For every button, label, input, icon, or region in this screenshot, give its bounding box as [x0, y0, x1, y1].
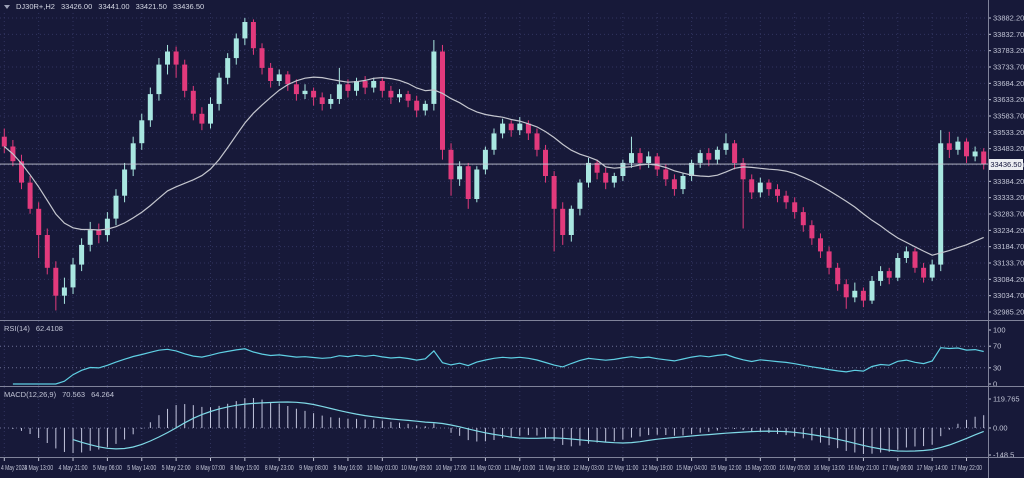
svg-text:33333.20: 33333.20: [993, 193, 1024, 202]
macd-signal-value: 64.264: [91, 390, 115, 399]
svg-text:10 May 17:00: 10 May 17:00: [436, 465, 467, 472]
svg-text:10 May 09:00: 10 May 09:00: [401, 465, 432, 472]
svg-text:70: 70: [993, 342, 1001, 351]
svg-text:4 May 21:00: 4 May 21:00: [59, 465, 88, 472]
symbol-timeframe: DJ30R+,H2: [16, 2, 55, 11]
svg-text:119.765: 119.765: [993, 395, 1020, 404]
current-price-tag: 33436.50: [989, 159, 1023, 170]
svg-text:33184.70: 33184.70: [993, 242, 1024, 251]
svg-text:10 May 01:00: 10 May 01:00: [367, 465, 398, 472]
svg-text:-148.5: -148.5: [993, 451, 1014, 460]
svg-text:11 May 10:00: 11 May 10:00: [504, 465, 535, 472]
svg-text:12 May 11:00: 12 May 11:00: [607, 465, 638, 472]
svg-text:100: 100: [993, 326, 1006, 335]
symbol-marker-icon[interactable]: [4, 4, 10, 9]
svg-text:33483.20: 33483.20: [993, 144, 1024, 153]
rsi-indicator-label: RSI(14) 62.4108: [4, 324, 63, 333]
macd-panel: 119.765 0.00 -148.5: [0, 395, 1020, 460]
svg-text:33684.20: 33684.20: [993, 79, 1024, 88]
svg-text:33783.20: 33783.20: [993, 46, 1024, 55]
ohlc-open: 33426.00: [60, 2, 93, 11]
svg-text:33133.70: 33133.70: [993, 259, 1024, 268]
price-axis[interactable]: 33882.20 33832.70 33783.20 33733.70 33684.20…: [993, 14, 1024, 317]
svg-text:4 May 13:00: 4 May 13:00: [24, 465, 53, 472]
svg-text:16 May 21:00: 16 May 21:00: [848, 465, 879, 472]
svg-text:33733.70: 33733.70: [993, 63, 1024, 72]
svg-text:33882.20: 33882.20: [993, 14, 1024, 23]
rsi-panel: 100 70 30 0: [0, 326, 1006, 389]
chart-title-bar: DJ30R+,H2 33426.00 33441.00 33421.50 334…: [4, 2, 204, 11]
svg-text:33583.70: 33583.70: [993, 112, 1024, 121]
svg-text:33283.70: 33283.70: [993, 210, 1024, 219]
svg-text:17 May 22:00: 17 May 22:00: [951, 465, 982, 472]
svg-text:16 May 13:00: 16 May 13:00: [814, 465, 845, 472]
svg-text:8 May 23:00: 8 May 23:00: [265, 465, 294, 472]
svg-text:33384.20: 33384.20: [993, 177, 1024, 186]
macd-main-value: 70.563: [62, 390, 86, 399]
svg-text:15 May 12:00: 15 May 12:00: [710, 465, 741, 472]
svg-text:33084.20: 33084.20: [993, 275, 1024, 284]
moving-average-line: [3, 76, 984, 256]
svg-text:33832.70: 33832.70: [993, 30, 1024, 39]
rsi-current-value: 62.4108: [35, 324, 63, 333]
svg-text:12 May 19:00: 12 May 19:00: [642, 465, 673, 472]
svg-text:17 May 06:00: 17 May 06:00: [882, 465, 913, 472]
macd-signal-line: [72, 401, 984, 452]
svg-text:33034.70: 33034.70: [993, 291, 1024, 300]
svg-text:8 May 15:00: 8 May 15:00: [230, 465, 259, 472]
svg-text:33234.20: 33234.20: [993, 226, 1024, 235]
svg-text:5 May 14:00: 5 May 14:00: [127, 465, 156, 472]
svg-text:5 May 06:00: 5 May 06:00: [93, 465, 122, 472]
svg-text:11 May 18:00: 11 May 18:00: [539, 465, 570, 472]
svg-text:0: 0: [993, 380, 997, 389]
svg-text:16 May 05:00: 16 May 05:00: [779, 465, 810, 472]
svg-text:4 May 2023: 4 May 2023: [1, 465, 27, 472]
macd-indicator-label: MACD(12,26,9) 70.563 64.264: [4, 390, 114, 399]
ohlc-high: 33441.00: [98, 2, 130, 11]
svg-text:9 May 16:00: 9 May 16:00: [333, 465, 362, 472]
rsi-line: [12, 347, 984, 385]
rsi-name: RSI(14): [4, 324, 30, 333]
ohlc-low: 33421.50: [135, 2, 167, 11]
ohlc-close: 33436.50: [172, 2, 205, 11]
svg-text:30: 30: [993, 363, 1001, 372]
svg-text:11 May 02:00: 11 May 02:00: [470, 465, 501, 472]
svg-text:17 May 14:00: 17 May 14:00: [917, 465, 948, 472]
macd-name: MACD(12,26,9): [4, 390, 57, 399]
svg-text:9 May 08:00: 9 May 08:00: [299, 465, 328, 472]
svg-text:32985.20: 32985.20: [993, 308, 1024, 317]
svg-text:8 May 07:00: 8 May 07:00: [196, 465, 225, 472]
svg-text:15 May 04:00: 15 May 04:00: [676, 465, 707, 472]
grid-lines: [0, 13, 991, 461]
svg-text:33533.20: 33533.20: [993, 128, 1024, 137]
svg-text:0.00: 0.00: [993, 424, 1008, 433]
svg-text:5 May 22:00: 5 May 22:00: [162, 465, 191, 472]
svg-text:15 May 20:00: 15 May 20:00: [745, 465, 776, 472]
svg-text:12 May 03:00: 12 May 03:00: [573, 465, 604, 472]
svg-text:33633.20: 33633.20: [993, 95, 1024, 104]
